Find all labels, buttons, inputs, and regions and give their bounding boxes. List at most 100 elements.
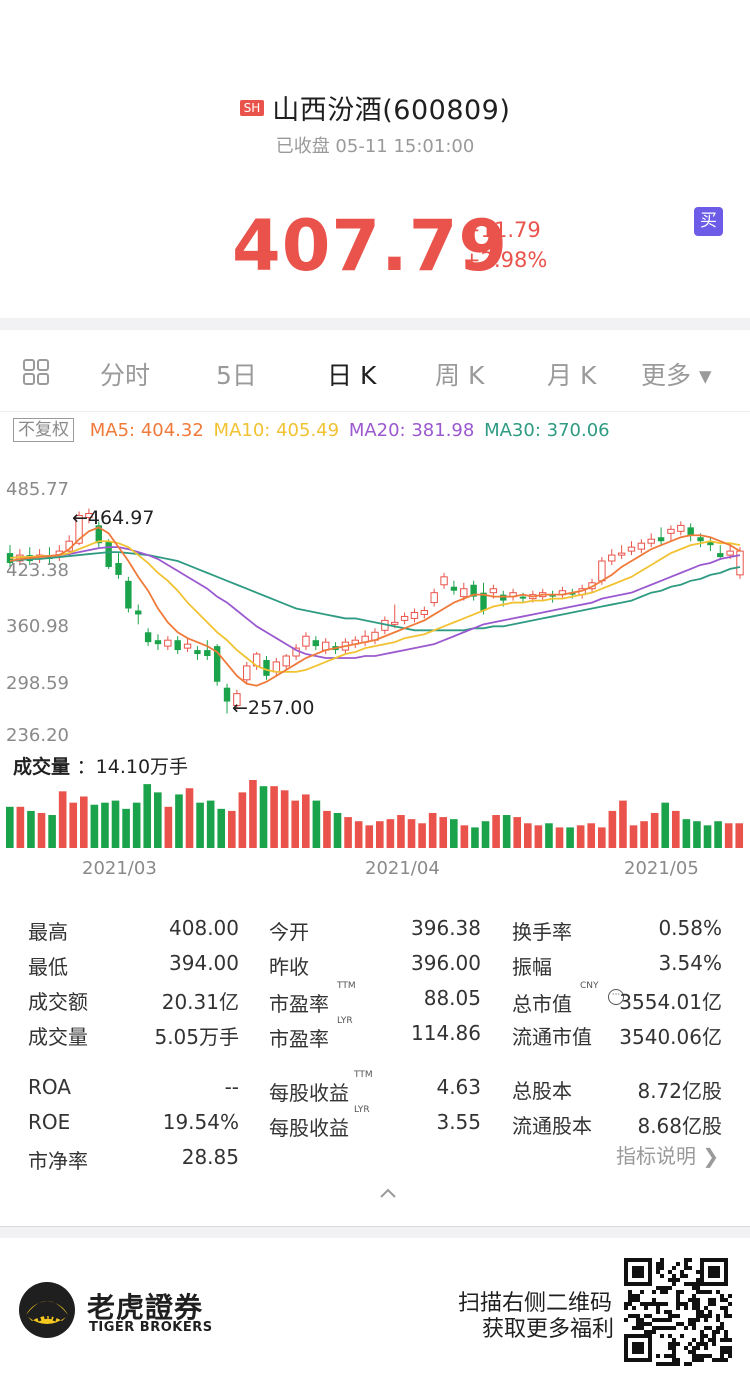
volume-bar (555, 827, 564, 848)
candle (430, 588, 438, 607)
section-divider (0, 318, 750, 330)
volume-bar (154, 792, 162, 848)
stat-value: 5.05万手 (154, 1025, 239, 1049)
volume-bar (238, 792, 247, 848)
volume-bar (598, 827, 606, 848)
volume-bar (69, 802, 78, 848)
volume-bar (619, 800, 627, 848)
price-change-pct: +2.98% (463, 248, 548, 272)
volume-bar (439, 817, 448, 848)
volume-bar (481, 821, 490, 848)
candle (312, 636, 320, 651)
stat-label: 流通市值 (512, 1025, 592, 1049)
tab-daily-k[interactable]: 日 K (327, 361, 377, 390)
volume-bar (524, 823, 532, 848)
ma10-label: MA10: 405.49 (213, 419, 340, 441)
tab-more[interactable]: 更多 ▾ (641, 361, 712, 390)
volume-bar (323, 810, 331, 848)
volume-bar (450, 819, 458, 848)
volume-bar (386, 819, 395, 848)
volume-bar (397, 815, 405, 848)
stat-label: 成交量 (28, 1025, 88, 1049)
scan-prompt-line2: 获取更多福利 (482, 1317, 615, 1342)
tab-5day[interactable]: 5日 (216, 361, 257, 390)
candle (371, 628, 379, 645)
tab-monthly-k[interactable]: 月 K (547, 361, 597, 390)
buy-button[interactable]: 买 (694, 207, 723, 236)
ma10-line (9, 540, 741, 673)
qr-code-icon[interactable] (624, 1258, 732, 1366)
stat-label: 今开 (269, 920, 309, 944)
info-icon[interactable]: ··· (608, 989, 624, 1005)
collapse-chevron-icon[interactable] (378, 1186, 398, 1200)
volume-bar (249, 780, 257, 848)
y-axis-label: 360.98 (6, 616, 69, 637)
volume-bar (365, 825, 374, 848)
volume-bar (534, 825, 543, 848)
volume-bar (566, 827, 574, 848)
stat-label: 每股收益 (269, 1081, 349, 1105)
volume-bar (217, 808, 226, 848)
candle (164, 636, 172, 651)
y-axis-label: 298.59 (6, 673, 69, 694)
low-annotation: ←257.00 (232, 697, 315, 719)
volume-bar (650, 812, 659, 848)
candle (549, 590, 556, 603)
stat-value: 3540.06亿 (619, 1025, 722, 1049)
candle (617, 545, 626, 560)
volume-bar (703, 825, 712, 848)
volume-bar (735, 823, 744, 848)
indicator-help-link[interactable]: 指标说明 ❯ (616, 1144, 720, 1168)
candle (292, 644, 300, 660)
candle (480, 582, 487, 615)
candle (608, 549, 616, 565)
candle (233, 689, 241, 710)
adjust-toggle[interactable]: 不复权 (13, 418, 74, 442)
volume-bar (492, 815, 500, 848)
chart-tabs: 分时 5日 日 K 周 K 月 K 更多 ▾ (0, 330, 750, 412)
candle (627, 541, 636, 556)
candle (420, 606, 429, 619)
volume-bar (587, 823, 596, 848)
candle (223, 683, 231, 714)
ma-legend: 不复权 MA5: 404.32 MA10: 405.49 MA20: 381.9… (13, 418, 614, 444)
stat-value: 396.38 (411, 916, 481, 940)
stat-label: 振幅 (512, 955, 552, 979)
volume-bar (502, 815, 511, 848)
stat-value: 28.85 (181, 1145, 239, 1169)
stat-label: 昨收 (269, 955, 309, 979)
stat-label: 市净率 (28, 1149, 88, 1173)
volume-bar (6, 806, 14, 848)
stat-value: 8.68亿股 (637, 1114, 722, 1138)
brand-name-en: TIGER BROKERS (89, 1320, 213, 1335)
tab-weekly-k[interactable]: 周 K (435, 361, 485, 390)
volume-title: 成交量 ：14.10万手 (13, 756, 189, 778)
stat-superscript: LYR (337, 1016, 353, 1026)
layout-grid-icon[interactable] (22, 358, 50, 386)
volume-bar (302, 794, 310, 848)
candle (647, 533, 655, 548)
stat-value: 8.72亿股 (637, 1079, 722, 1103)
price-change: +11.79 (463, 218, 541, 242)
candle (144, 628, 152, 647)
y-axis-label: 485.77 (6, 479, 69, 500)
stat-label: ROA (28, 1075, 71, 1099)
volume-bar (206, 800, 215, 848)
stat-value: 394.00 (169, 951, 239, 975)
stat-value: 0.58% (658, 916, 722, 940)
volume-chart[interactable] (0, 778, 750, 850)
tiger-logo-icon (19, 1282, 75, 1338)
volume-bar (280, 790, 289, 848)
tab-intraday[interactable]: 分时 (100, 361, 151, 390)
stat-label: 流通股本 (512, 1114, 592, 1138)
y-axis-label: 236.20 (6, 725, 69, 746)
volume-bar (143, 784, 152, 848)
candle (105, 539, 112, 569)
candle (95, 521, 102, 548)
candle (637, 539, 646, 554)
candlestick-chart[interactable] (0, 470, 750, 750)
ma20-label: MA20: 381.98 (348, 419, 475, 441)
volume-bar (291, 800, 300, 848)
volume-value: ：14.10万手 (76, 756, 189, 778)
volume-bar (418, 823, 426, 848)
